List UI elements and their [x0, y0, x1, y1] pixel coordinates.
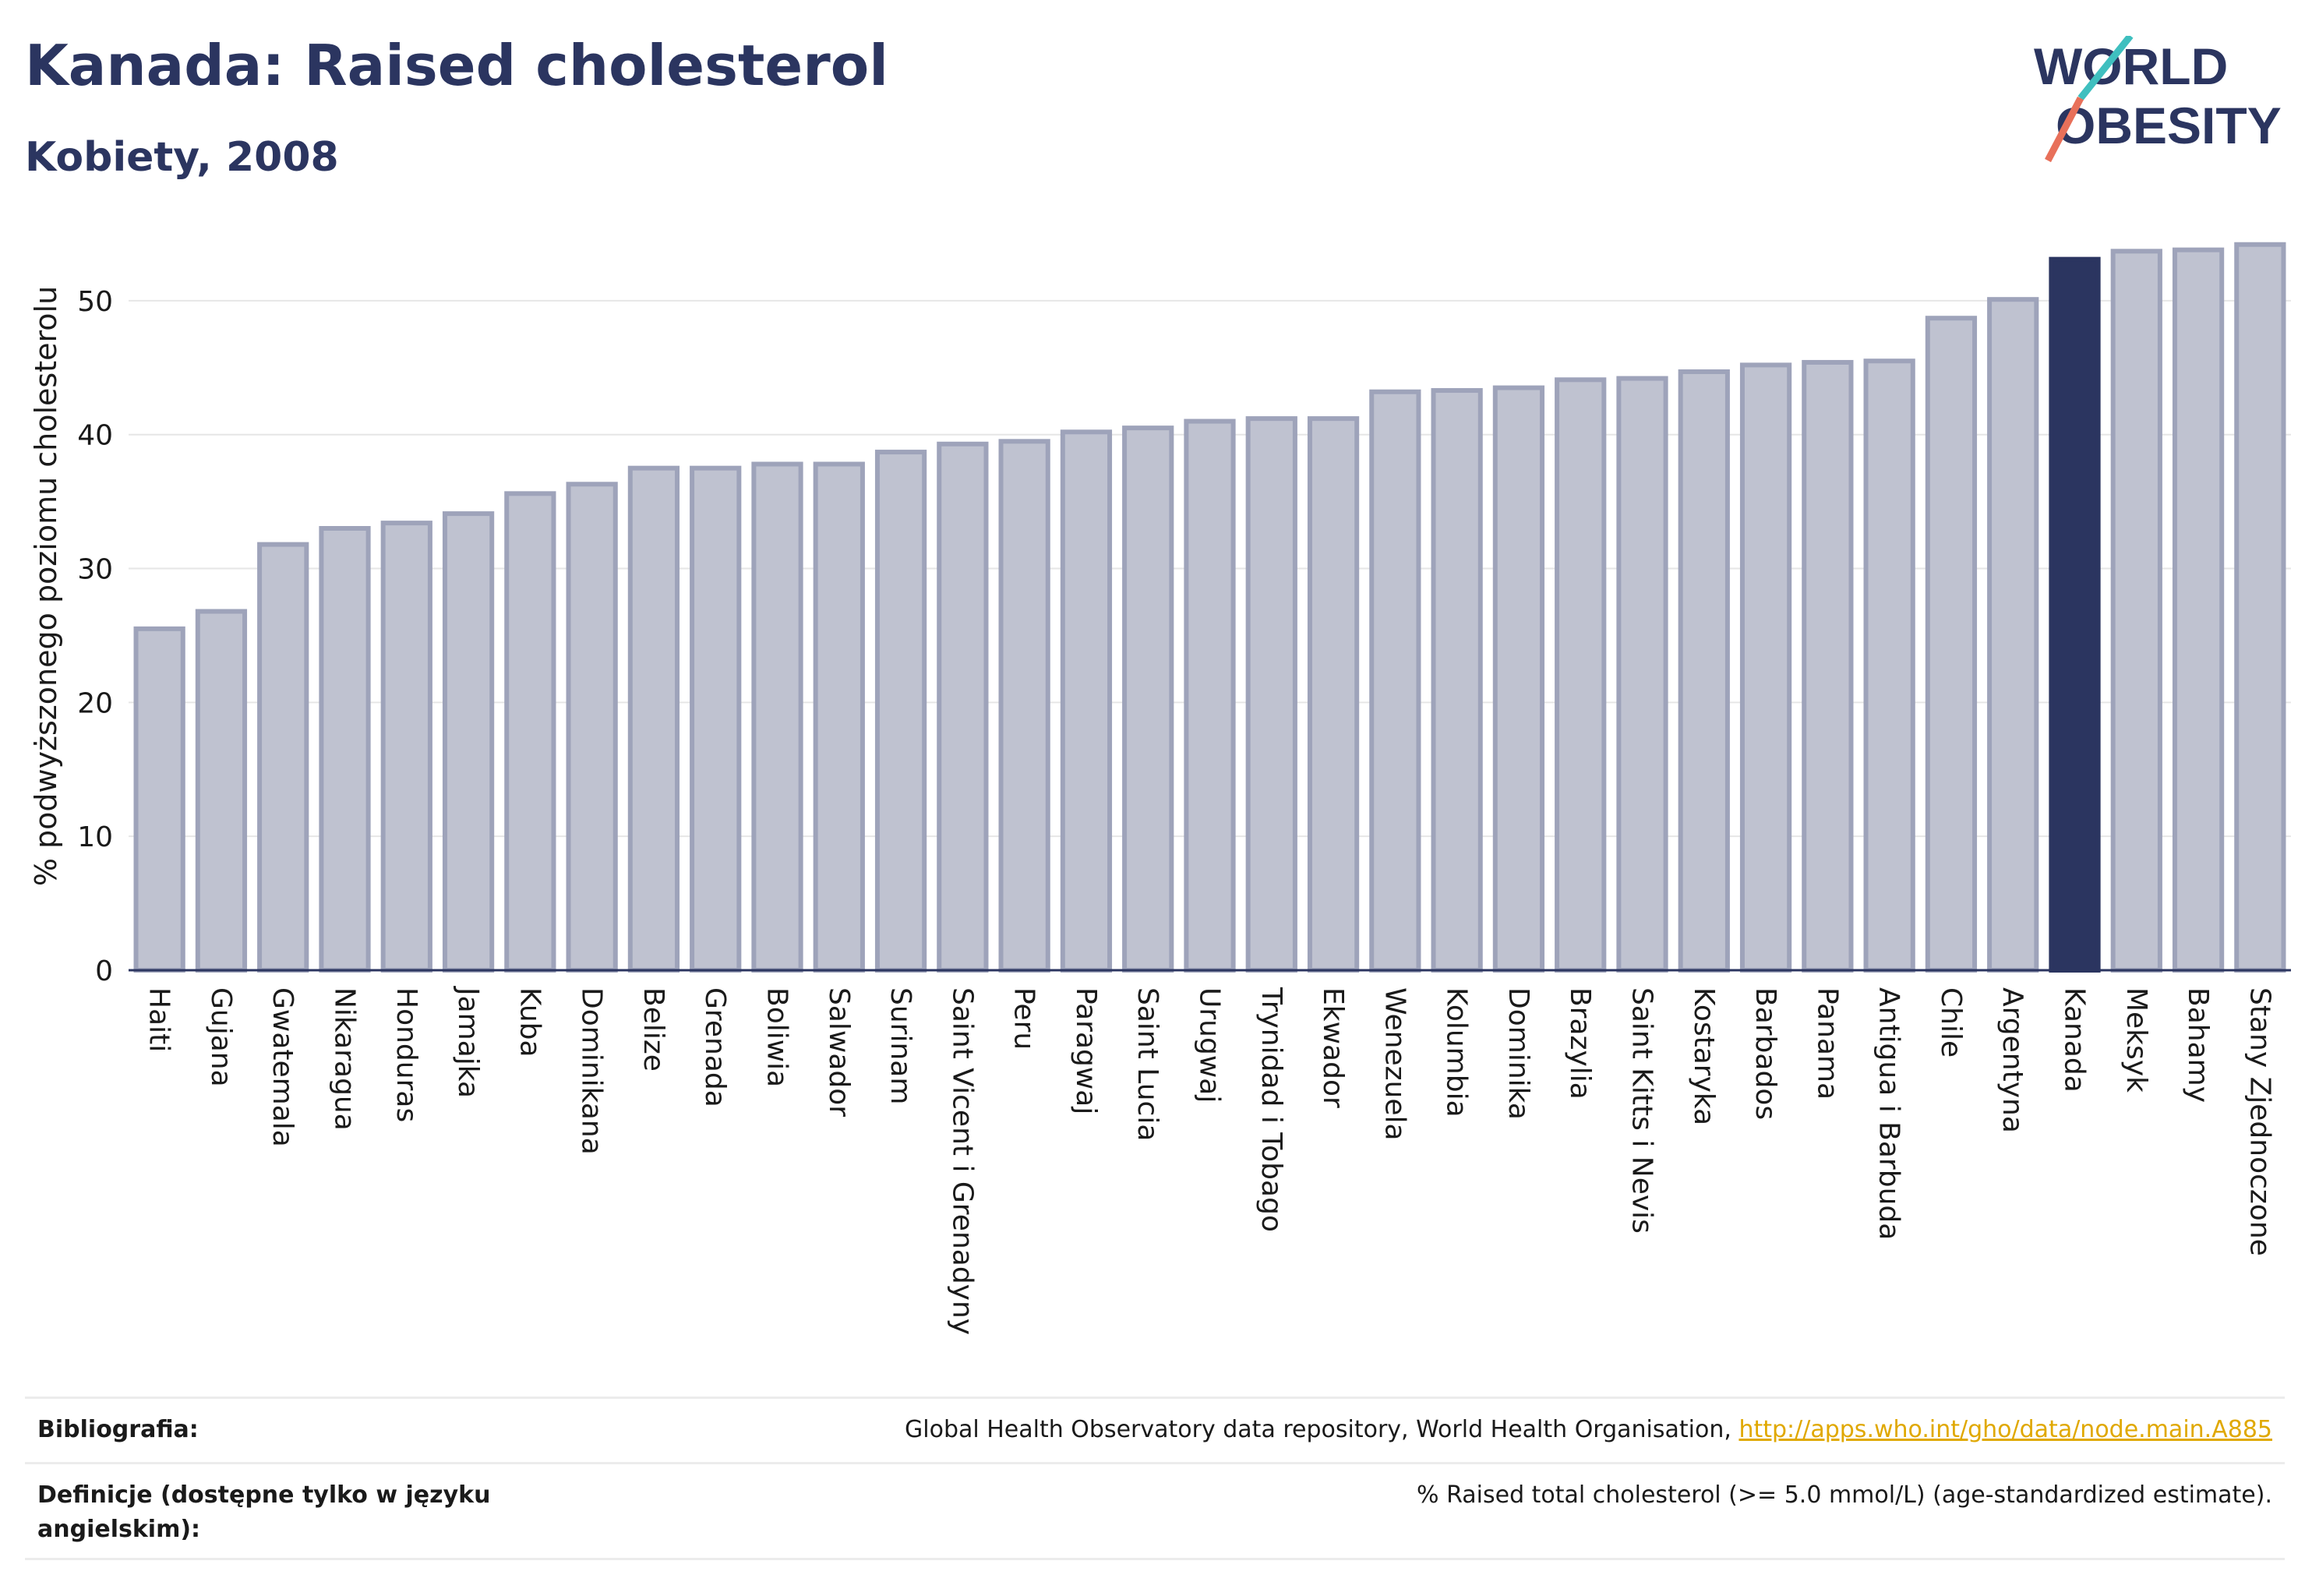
x-tick-label: Boliwia [761, 987, 793, 1087]
y-tick-label: 30 [77, 554, 113, 586]
x-tick-label: Urugwaj [1194, 987, 1226, 1103]
x-tick-label: Chile [1935, 987, 1967, 1058]
bar-nikaragua [319, 526, 371, 973]
x-tick-label: Trynidad i Tobago [1255, 987, 1287, 1232]
bar-kostaryka [1678, 369, 1730, 973]
x-tick-label: Bahamy [2182, 987, 2214, 1103]
bar-saint-kitts-i-nevis [1616, 376, 1668, 973]
bar-peru [998, 439, 1050, 973]
bar-belize [627, 465, 680, 973]
bar-argentyna [1987, 297, 2039, 973]
bar-chart: 0 10 20 30 40 50 Haiti Gujana Gwatemala Nikaragua… [29, 242, 2291, 1335]
bibliography-value: Global Health Observatory data repositor… [905, 1413, 2272, 1447]
x-tick-label: Dominika [1502, 987, 1534, 1120]
bibliography-link[interactable]: http://apps.who.int/gho/data/node.main.A… [1738, 1416, 2272, 1443]
x-tick-label: Meksyk [2120, 987, 2152, 1093]
x-tick-label: Jamajka [452, 986, 484, 1098]
bar-jamajka [442, 511, 495, 973]
x-tick-label: Argentyna [1996, 987, 2028, 1133]
x-tick-label: Gwatemala [267, 987, 298, 1147]
bar-panama [1802, 359, 1854, 973]
y-tick-label: 20 [77, 687, 113, 719]
bar-kuba [504, 491, 556, 973]
x-tick-label: Barbados [1749, 987, 1781, 1120]
x-tick-label: Salwador [823, 987, 855, 1117]
x-tick-label: Belize [637, 987, 669, 1072]
bar-paragwaj [1060, 429, 1113, 973]
y-axis-label: % podwyższonego poziomu cholesterolu [29, 286, 63, 886]
x-tick-label: Peru [1008, 987, 1040, 1050]
bar-honduras [380, 521, 432, 973]
bar-ekwador [1307, 416, 1360, 973]
bar-barbados [1739, 362, 1792, 973]
bar-saint-vicent-i-grenadyny [937, 441, 989, 973]
logo-slash-teal [2077, 36, 2134, 101]
x-tick-label: Paragwaj [1070, 987, 1102, 1114]
x-tick-label: Grenada [699, 987, 731, 1107]
bar-kolumbia [1431, 388, 1483, 973]
bar-kanada [2049, 256, 2101, 973]
x-tick-label: Brazylia [1564, 987, 1596, 1100]
y-tick-label: 10 [77, 821, 113, 853]
bar-trynidad-i-tobago [1245, 416, 1297, 973]
bar-antigua-i-barbuda [1863, 358, 1915, 973]
footer-definitions-row: Definicje (dostępne tylko w języku angie… [25, 1462, 2285, 1560]
bar-meksyk [2110, 249, 2162, 973]
x-tick-label: Ekwador [1317, 987, 1349, 1108]
logo-text-obesity: OBESITY [2056, 97, 2282, 154]
x-tick-label: Panama [1811, 987, 1843, 1100]
bar-haiti [133, 626, 185, 973]
page-title: Kanada: Raised cholesterol [25, 33, 888, 98]
bar-bahamy [2172, 247, 2225, 973]
x-tick-label: Antigua i Barbuda [1873, 987, 1905, 1240]
x-tick-label: Kanada [2059, 987, 2091, 1093]
bar-brazylia [1555, 377, 1607, 973]
y-tick-label: 50 [77, 286, 113, 318]
x-tick-label: Honduras [390, 987, 422, 1122]
bar-saint-lucia [1122, 425, 1174, 973]
bar-surinam [874, 450, 927, 973]
bar-salwador [813, 461, 865, 973]
bar-dominikana [566, 482, 618, 973]
logo-slash-coral [2045, 96, 2084, 163]
bars [133, 242, 2286, 973]
bar-dominika [1492, 385, 1545, 973]
x-tick-label: Saint Lucia [1131, 987, 1163, 1141]
y-tick-label: 0 [95, 955, 113, 987]
x-tick-label: Kuba [514, 987, 545, 1058]
x-tick-label: Haiti [143, 987, 175, 1052]
page-subtitle: Kobiety, 2008 [25, 134, 339, 181]
axes: 0 10 20 30 40 50 Haiti Gujana Gwatemala Nikaragua… [77, 286, 2291, 1335]
logo-text-world: WORLD [2034, 37, 2228, 95]
bar-urugwaj [1184, 418, 1236, 973]
bar-wenezuela [1369, 389, 1421, 973]
world-obesity-logo: WORLD OBESITY [2034, 36, 2282, 163]
x-tick-label: Dominikana [576, 987, 608, 1155]
x-tick-label: Wenezuela [1378, 987, 1410, 1141]
bibliography-label: Bibliografia: [37, 1416, 199, 1443]
y-tick-label: 40 [77, 420, 113, 452]
bar-gujana [195, 609, 248, 973]
x-tick-label: Stany Zjednoczone [2243, 987, 2275, 1256]
definitions-value: % Raised total cholesterol (>= 5.0 mmol/… [1417, 1481, 2272, 1509]
bar-boliwia [751, 461, 803, 973]
definitions-label: Definicje (dostępne tylko w języku angie… [37, 1481, 491, 1543]
footer-bibliography-row: Bibliografia: Global Health Observatory … [25, 1396, 2285, 1463]
x-tick-label: Nikaragua [329, 987, 361, 1131]
bibliography-text: Global Health Observatory data repositor… [905, 1416, 1739, 1443]
x-tick-label: Saint Vicent i Grenadyny [946, 987, 978, 1335]
x-tick-label: Surinam [884, 987, 916, 1104]
bar-chile [1925, 316, 1978, 973]
bar-stany-zjednoczone [2234, 242, 2286, 973]
bar-gwatemala [257, 542, 309, 973]
x-tick-label: Saint Kitts i Nevis [1626, 987, 1658, 1234]
x-tick-label: Kolumbia [1441, 987, 1473, 1118]
bar-grenada [690, 465, 742, 973]
x-tick-label: Gujana [205, 987, 237, 1087]
x-tick-label: Kostaryka [1688, 987, 1720, 1125]
